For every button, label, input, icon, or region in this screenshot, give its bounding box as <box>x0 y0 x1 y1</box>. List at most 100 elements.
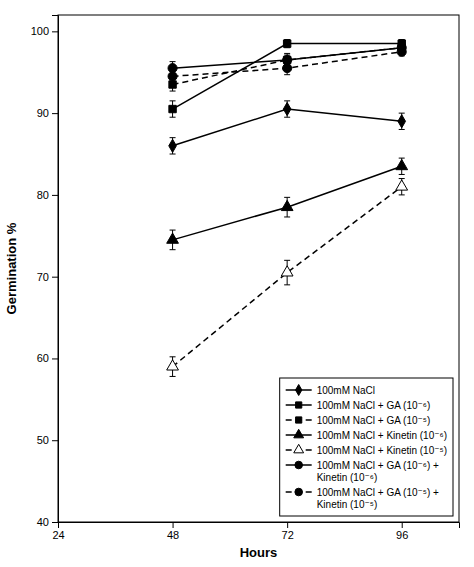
error-bar <box>284 40 290 48</box>
error-cap <box>170 230 176 231</box>
tick-mark <box>52 113 58 114</box>
tick-label: 60 <box>37 352 49 364</box>
legend-entry: 100mM NaCl <box>286 384 375 395</box>
legend-entry: 100mM NaCl + GA (10⁻⁶) <box>286 400 431 411</box>
series <box>168 47 406 83</box>
x-axis-line <box>59 523 460 529</box>
error-cap <box>170 82 176 83</box>
y-axis-title: Germination % <box>4 222 19 314</box>
tick-label: 96 <box>396 529 408 541</box>
error-cap <box>170 61 176 62</box>
legend-swatch-marker <box>296 402 302 408</box>
tick: 50 <box>37 434 58 446</box>
error-cap <box>399 113 405 114</box>
point <box>283 64 292 73</box>
series <box>168 43 406 75</box>
tick-label: 24 <box>52 529 64 541</box>
tick-label: 40 <box>37 516 49 528</box>
error-cap <box>170 69 176 70</box>
error-bar <box>170 101 176 117</box>
tick: 70 <box>37 271 58 283</box>
tick-mark <box>52 358 58 359</box>
legend: 100mM NaCl 100mM NaCl + GA (10⁻⁶) 100mM Na… <box>280 378 453 516</box>
series <box>169 101 406 154</box>
legend-entry: 100mM NaCl + GA (10⁻⁶) +Kinetin (10⁻⁶) <box>286 460 439 483</box>
tick-mark <box>52 440 58 441</box>
error-cap <box>284 216 290 217</box>
series <box>167 158 408 250</box>
series <box>167 179 408 377</box>
tick: 40 <box>37 516 58 528</box>
legend-label: 100mM NaCl + GA (10⁻⁵) <box>317 415 431 426</box>
error-cap <box>399 158 405 159</box>
legend-swatch-marker <box>294 444 304 453</box>
series <box>169 40 406 118</box>
point <box>167 360 179 370</box>
point <box>283 102 291 115</box>
error-bar <box>284 101 290 117</box>
series-line <box>173 166 402 240</box>
legend-label: 100mM NaCl + Kinetin (10⁻⁶) <box>317 430 447 441</box>
series-line <box>173 187 402 367</box>
tick: 24 <box>52 522 64 541</box>
error-cap <box>399 174 405 175</box>
error-bar <box>399 113 405 129</box>
tick: 72 <box>282 522 294 541</box>
point <box>168 72 177 81</box>
error-cap <box>170 100 176 101</box>
legend-swatch-marker <box>296 384 302 395</box>
tick-mark <box>52 522 58 523</box>
error-cap <box>399 178 405 179</box>
tick-mark <box>287 522 288 528</box>
error-cap <box>284 100 290 101</box>
tick: 96 <box>396 522 408 541</box>
tick-label: 72 <box>282 529 294 541</box>
chart: 24487296405060708090100HoursGermination … <box>0 0 474 567</box>
series-line <box>173 52 402 77</box>
legend-frame <box>280 378 453 516</box>
x-axis-title: Hours <box>240 545 278 560</box>
point <box>169 105 176 112</box>
legend-label: 100mM NaCl + Kinetin (10⁻⁵) <box>317 445 447 456</box>
series <box>169 44 406 91</box>
legend-entry: 100mM NaCl + GA (10⁻⁵) +Kinetin (10⁻⁵) <box>286 487 439 510</box>
error-cap <box>284 284 290 285</box>
error-cap <box>170 376 176 377</box>
legend-entry: 100mM NaCl + GA (10⁻⁵) <box>286 415 431 426</box>
y-axis: 405060708090100 <box>31 16 59 529</box>
legend-entry: 100mM NaCl + Kinetin (10⁻⁵) <box>286 444 447 455</box>
error-cap <box>284 117 290 118</box>
point <box>169 139 177 152</box>
point <box>396 180 408 190</box>
point <box>397 47 406 56</box>
tick-label: 70 <box>37 271 49 283</box>
legend-entry: 100mM NaCl + Kinetin (10⁻⁶) <box>286 429 447 440</box>
tick: 48 <box>167 522 179 541</box>
legend-label: 100mM NaCl <box>317 385 375 396</box>
tick-mark <box>402 522 403 528</box>
point <box>396 159 408 169</box>
error-bar <box>170 138 176 154</box>
error-cap <box>284 53 290 54</box>
error-cap <box>170 137 176 138</box>
error-cap <box>170 249 176 250</box>
legend-label: 100mM NaCl + GA (10⁻⁶) +Kinetin (10⁻⁶) <box>317 460 439 483</box>
tick-label: 48 <box>167 529 179 541</box>
error-cap <box>399 129 405 130</box>
tick: 90 <box>37 107 58 119</box>
legend-swatch-marker <box>295 461 303 469</box>
error-cap <box>284 197 290 198</box>
tick-mark <box>52 277 58 278</box>
error-cap <box>284 61 290 62</box>
plot-area <box>167 40 408 377</box>
legend-label: 100mM NaCl + GA (10⁻⁶) <box>317 400 431 411</box>
tick-label: 100 <box>31 25 49 37</box>
error-cap <box>170 356 176 357</box>
series-line <box>173 44 402 109</box>
error-cap <box>170 91 176 92</box>
tick: 60 <box>37 352 58 364</box>
point <box>398 115 406 128</box>
error-cap <box>284 74 290 75</box>
point <box>281 200 293 210</box>
tick-mark <box>52 195 58 196</box>
